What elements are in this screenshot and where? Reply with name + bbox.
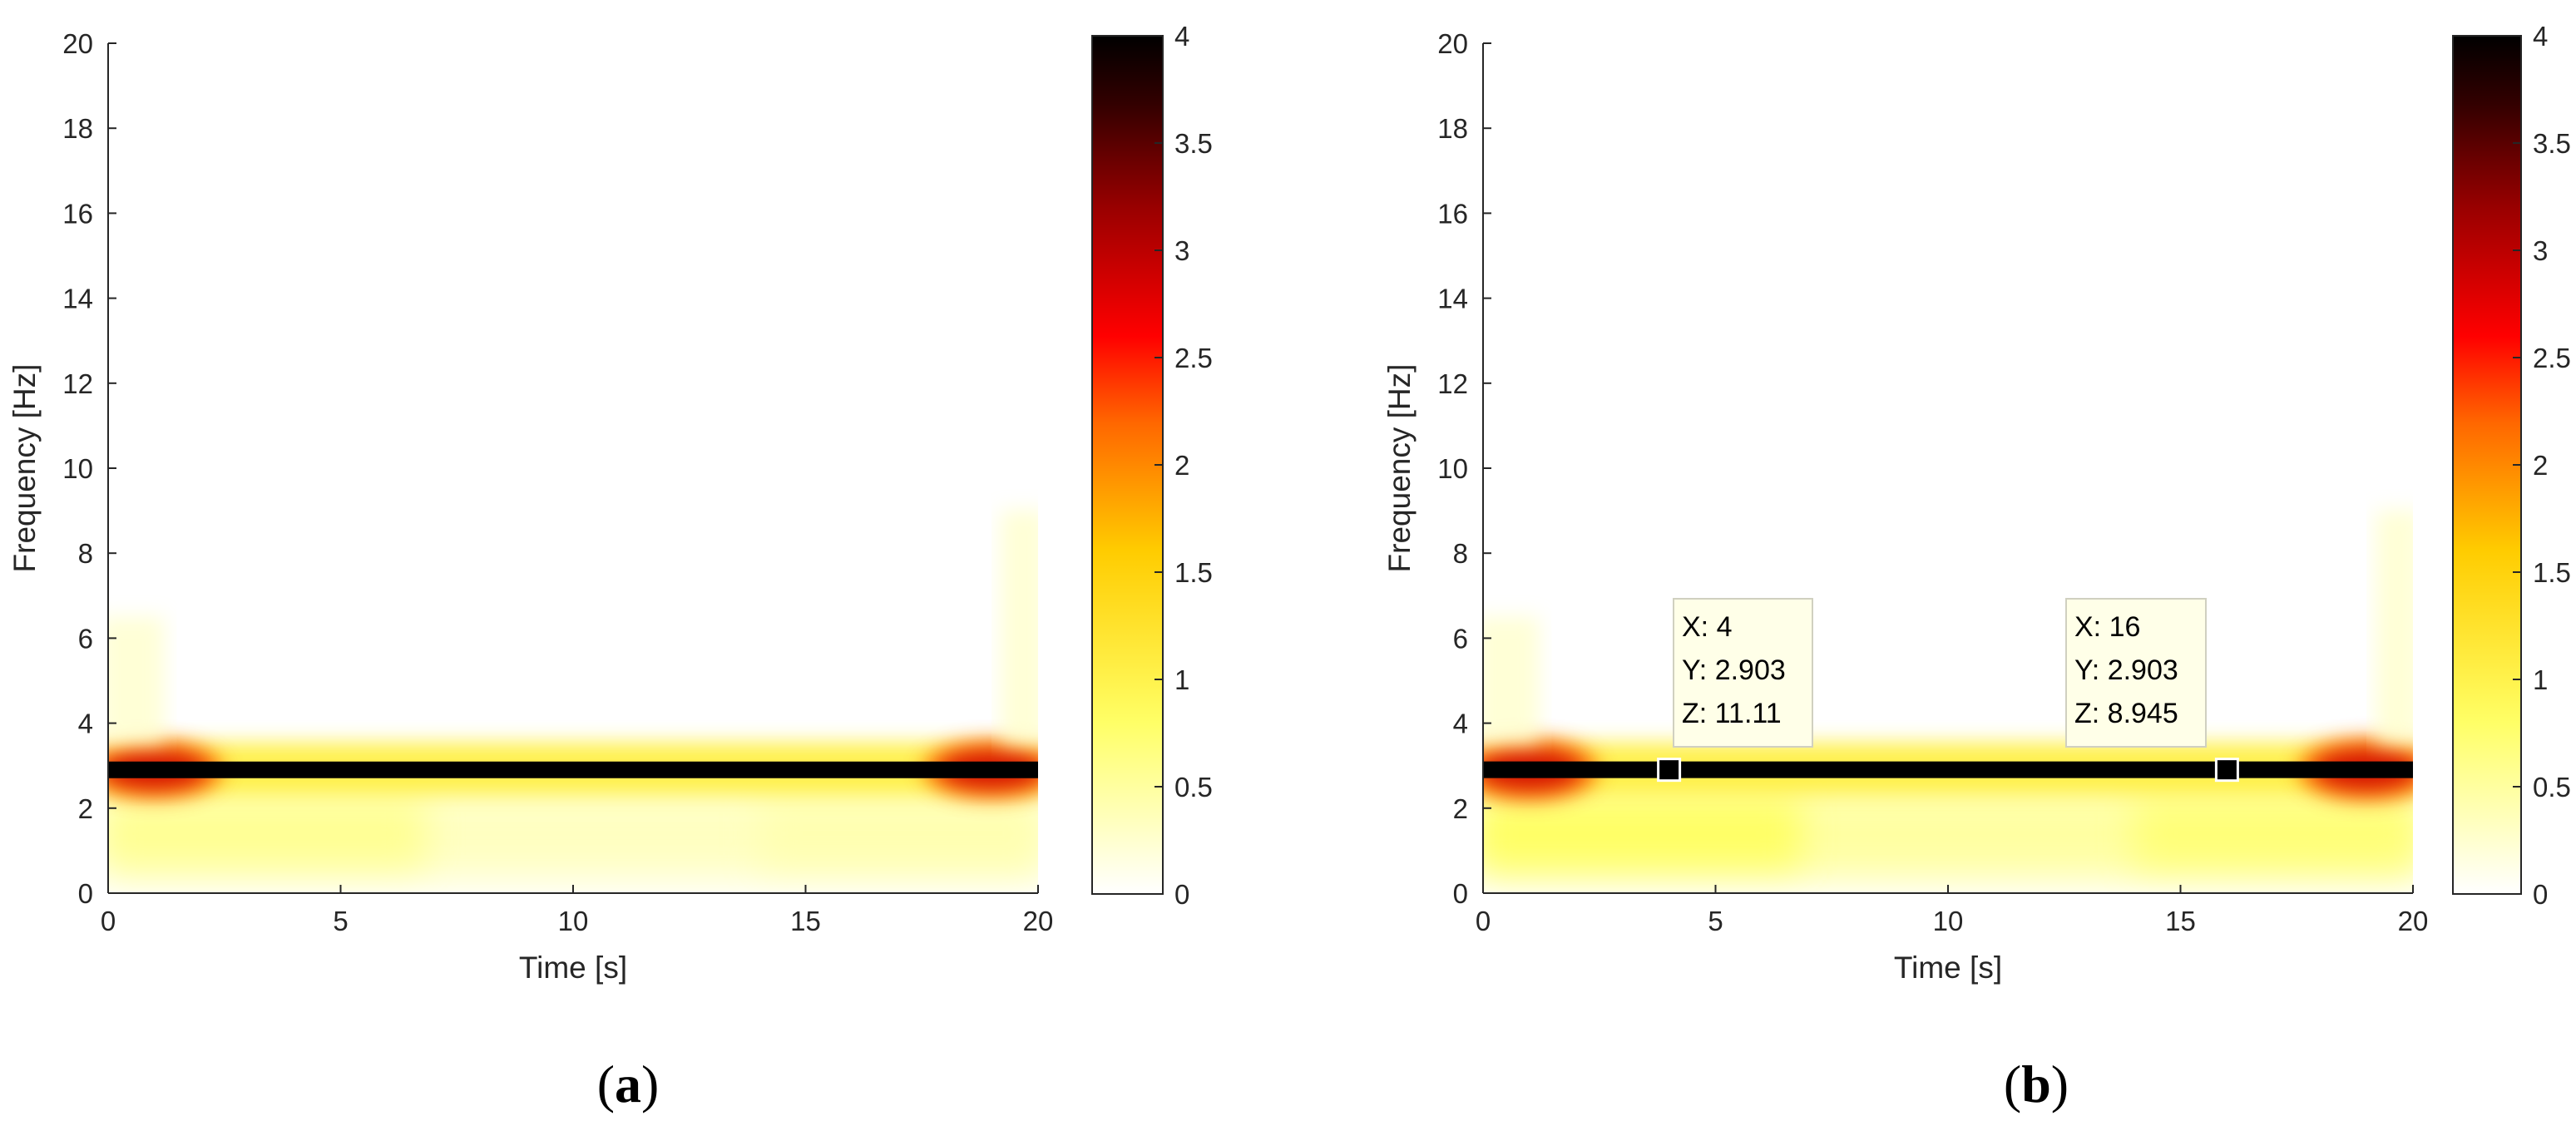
- panel-label-letter: a: [615, 1054, 641, 1114]
- colorbar-tick-label: 2: [1174, 450, 1189, 481]
- x-tick-label: 15: [790, 906, 821, 936]
- colorbar-tick-label: 2: [2533, 450, 2548, 481]
- y-tick-label: 6: [1453, 623, 1468, 654]
- y-tick-label: 12: [1437, 368, 1468, 399]
- y-tick-label: 2: [1453, 793, 1468, 824]
- y-tick-label: 20: [62, 28, 93, 59]
- y-tick-label: 4: [1453, 709, 1468, 739]
- colorbar: [1091, 35, 1164, 895]
- colorbar-tick-label: 2.5: [1174, 343, 1213, 373]
- y-tick-label: 10: [62, 453, 93, 484]
- x-tick-label: 0: [101, 906, 116, 936]
- datatip-text: X: 16: [2074, 611, 2140, 643]
- datatip-text: Y: 2.903: [1682, 654, 1786, 686]
- low-frequency-leakage-start: [1483, 799, 1801, 868]
- y-tick-label: 16: [62, 198, 93, 229]
- colorbar-tick-label: 0: [1174, 879, 1189, 910]
- y-tick-label: 18: [1437, 113, 1468, 144]
- y-tick-label: 8: [78, 538, 93, 569]
- x-tick-label: 20: [1023, 906, 1054, 936]
- heatmap-image: [108, 511, 1038, 881]
- panel-label-letter: b: [2021, 1054, 2051, 1114]
- x-tick-label: 20: [2398, 906, 2429, 936]
- y-tick-label: 6: [78, 623, 93, 654]
- colorbar-tick-label: 1.5: [1174, 557, 1213, 588]
- edge-tail-end: [2376, 511, 2413, 745]
- y-tick-label: 12: [62, 368, 93, 399]
- x-tick-label: 10: [558, 906, 589, 936]
- colorbar-tick-label: 3.5: [2533, 128, 2571, 159]
- panel-label: (a): [597, 1054, 660, 1114]
- y-tick-label: 10: [1437, 453, 1468, 484]
- y-tick-label: 14: [1437, 284, 1468, 314]
- colorbar-tick-label: 0.5: [1174, 772, 1213, 802]
- datatip-box: [1673, 598, 1813, 748]
- low-frequency-leakage-end: [2133, 799, 2413, 868]
- y-axis-label: Frequency [Hz]: [1382, 364, 1417, 573]
- datatip-marker: [2214, 758, 2239, 783]
- x-tick-label: 0: [1476, 906, 1491, 936]
- colorbar: [2452, 35, 2522, 895]
- y-axis-label: Frequency [Hz]: [7, 364, 42, 573]
- colorbar-tick-label: 4: [1174, 21, 1189, 52]
- datatip-text: Z: 8.945: [2074, 698, 2178, 729]
- y-tick-label: 8: [1453, 538, 1468, 569]
- datatip-box: [2065, 598, 2207, 748]
- datatip-marker: [1657, 758, 1682, 783]
- y-tick-label: 4: [78, 709, 93, 739]
- datatip-text: X: 4: [1682, 611, 1732, 643]
- colorbar-tick-label: 4: [2533, 21, 2548, 52]
- edge-tail-end: [1001, 511, 1038, 745]
- x-tick-label: 5: [333, 906, 348, 936]
- colorbar-tick-label: 1: [2533, 664, 2548, 695]
- heatmap-image: [1483, 511, 2413, 881]
- x-axis-label: Time [s]: [519, 951, 627, 985]
- datatip-text: Y: 2.903: [2074, 654, 2178, 686]
- y-tick-label: 2: [78, 793, 93, 824]
- panel-label: (b): [2004, 1054, 2069, 1114]
- x-axis-label: Time [s]: [1894, 951, 2002, 985]
- x-tick-label: 10: [1933, 906, 1964, 936]
- y-tick-label: 20: [1437, 28, 1468, 59]
- colorbar-tick-label: 3: [2533, 235, 2548, 266]
- y-tick-label: 18: [62, 113, 93, 144]
- colorbar-tick-label: 3.5: [1174, 128, 1213, 159]
- y-tick-label: 0: [1453, 878, 1468, 909]
- y-tick-label: 0: [78, 878, 93, 909]
- datatip-text: Z: 11.11: [1682, 698, 1782, 729]
- x-tick-label: 15: [2165, 906, 2196, 936]
- edge-tail-start: [108, 616, 165, 745]
- edge-tail-start: [1483, 616, 1540, 745]
- colorbar-tick-label: 0.5: [2533, 772, 2571, 802]
- colorbar-tick-label: 2.5: [2533, 343, 2571, 373]
- colorbar-tick-label: 0: [2533, 879, 2548, 910]
- y-tick-label: 16: [1437, 198, 1468, 229]
- colorbar-tick-label: 3: [1174, 235, 1189, 266]
- colorbar-tick-label: 1: [1174, 664, 1189, 695]
- y-tick-label: 14: [62, 284, 93, 314]
- low-frequency-leakage-end: [759, 799, 1038, 868]
- low-frequency-leakage-start: [108, 799, 426, 868]
- x-tick-label: 5: [1708, 906, 1723, 936]
- colorbar-tick-label: 1.5: [2533, 557, 2571, 588]
